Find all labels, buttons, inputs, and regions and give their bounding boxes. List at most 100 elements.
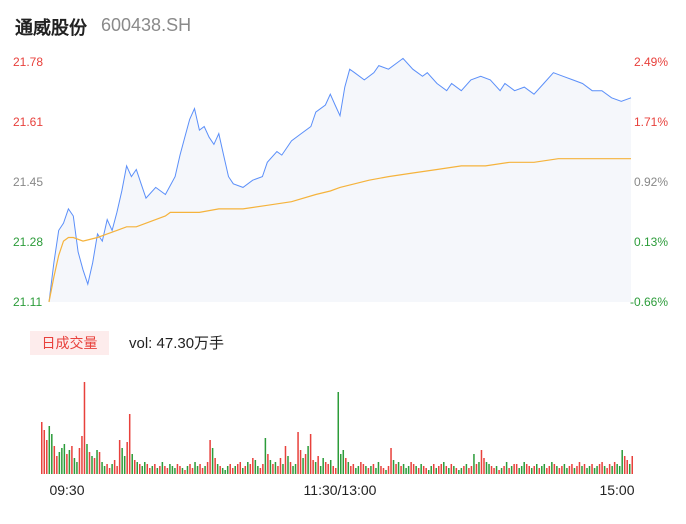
volume-bar xyxy=(350,466,352,474)
volume-bar xyxy=(249,464,252,474)
volume-bar xyxy=(533,466,535,474)
volume-bar xyxy=(430,466,432,474)
volume-bar xyxy=(242,468,244,474)
volume-bar xyxy=(231,468,234,474)
volume-bar xyxy=(370,466,372,474)
volume-bar xyxy=(244,466,247,474)
pct-tick-label: 2.49% xyxy=(634,55,668,69)
volume-bar xyxy=(387,466,390,474)
volume-bar xyxy=(412,464,415,474)
volume-bar xyxy=(327,464,329,474)
volume-bar xyxy=(623,456,626,474)
volume-bar xyxy=(81,436,83,474)
volume-bar xyxy=(563,464,566,474)
volume-bar xyxy=(166,468,169,474)
volume-bar xyxy=(611,466,613,474)
volume-bar xyxy=(194,462,196,474)
volume-bar xyxy=(551,462,553,474)
volume-bar xyxy=(66,454,68,474)
stock-name: 通威股份 xyxy=(15,18,87,38)
volume-bar xyxy=(287,456,289,474)
time-tick-label: 09:30 xyxy=(49,482,84,498)
volume-bar xyxy=(475,464,478,474)
volume-bar xyxy=(174,468,176,474)
volume-bar xyxy=(478,462,480,474)
volume-bar xyxy=(86,444,88,474)
volume-chart: 09:30 11:30/13:00 15:00 xyxy=(41,382,635,498)
volume-bar xyxy=(282,464,284,474)
volume-bar xyxy=(93,458,96,474)
volume-bar xyxy=(631,456,633,474)
volume-bar xyxy=(272,464,274,474)
volume-bar xyxy=(299,450,302,474)
volume-bar xyxy=(525,464,528,474)
volume-bar xyxy=(297,432,299,474)
volume-bar xyxy=(490,466,493,474)
volume-bar xyxy=(206,462,209,474)
volume-bar xyxy=(621,450,623,474)
volume-bar xyxy=(96,450,98,474)
volume-bar xyxy=(500,468,503,474)
volume-bar xyxy=(493,468,495,474)
volume-bar xyxy=(302,458,304,474)
volume-bar xyxy=(576,466,578,474)
volume-bar xyxy=(133,460,136,474)
volume-bar xyxy=(106,464,108,474)
volume-bar xyxy=(392,460,395,474)
volume-bar xyxy=(616,464,618,474)
volume-bar xyxy=(400,466,402,474)
volume-bar xyxy=(103,466,106,474)
volume-bar xyxy=(372,464,375,474)
volume-bar xyxy=(357,466,360,474)
volume-bar xyxy=(169,464,171,474)
volume-bar xyxy=(365,466,367,474)
volume-bar xyxy=(347,462,350,474)
volume-bar xyxy=(362,464,365,474)
volume-bar xyxy=(536,464,538,474)
volume-bar xyxy=(601,462,603,474)
volume-bar xyxy=(329,460,332,474)
pct-tick-label: 1.71% xyxy=(634,115,668,129)
volume-bar xyxy=(259,468,262,474)
volume-bar xyxy=(568,466,571,474)
volume-bar xyxy=(63,444,66,474)
volume-bar xyxy=(448,468,450,474)
volume-bar xyxy=(538,468,541,474)
volume-bar xyxy=(189,464,191,474)
volume-bar xyxy=(606,468,608,474)
volume-bar xyxy=(322,458,324,474)
volume-bar xyxy=(598,464,601,474)
volume-bar xyxy=(171,466,174,474)
price-tick-label: 21.78 xyxy=(13,55,43,69)
volume-bar xyxy=(445,466,448,474)
volume-bar xyxy=(161,462,164,474)
volume-bar xyxy=(312,460,314,474)
volume-bar xyxy=(179,466,181,474)
volume-bar xyxy=(566,468,568,474)
volume-bar xyxy=(543,464,546,474)
volume-bar xyxy=(450,464,453,474)
volume-bar xyxy=(415,466,417,474)
volume-bar xyxy=(289,462,292,474)
daily-volume-badge[interactable]: 日成交量 xyxy=(30,331,109,355)
volume-bar xyxy=(304,454,307,474)
volume-bar xyxy=(319,466,322,474)
volume-bar xyxy=(523,462,525,474)
volume-bar xyxy=(397,462,400,474)
volume-bar xyxy=(151,466,154,474)
volume-bar xyxy=(432,464,435,474)
volume-bar xyxy=(508,468,510,474)
time-tick-label: 11:30/13:00 xyxy=(304,482,377,498)
volume-bar xyxy=(184,470,186,474)
volume-bar xyxy=(317,456,319,474)
volume-bar xyxy=(553,464,556,474)
volume-bar xyxy=(422,466,425,474)
pct-tick-label: -0.66% xyxy=(630,295,668,309)
volume-bar xyxy=(425,468,427,474)
volume-bar xyxy=(546,468,548,474)
volume-bar xyxy=(164,466,166,474)
volume-bar xyxy=(314,462,317,474)
volume-bar xyxy=(126,442,128,474)
volume-bar xyxy=(226,466,229,474)
volume-bar xyxy=(159,466,161,474)
